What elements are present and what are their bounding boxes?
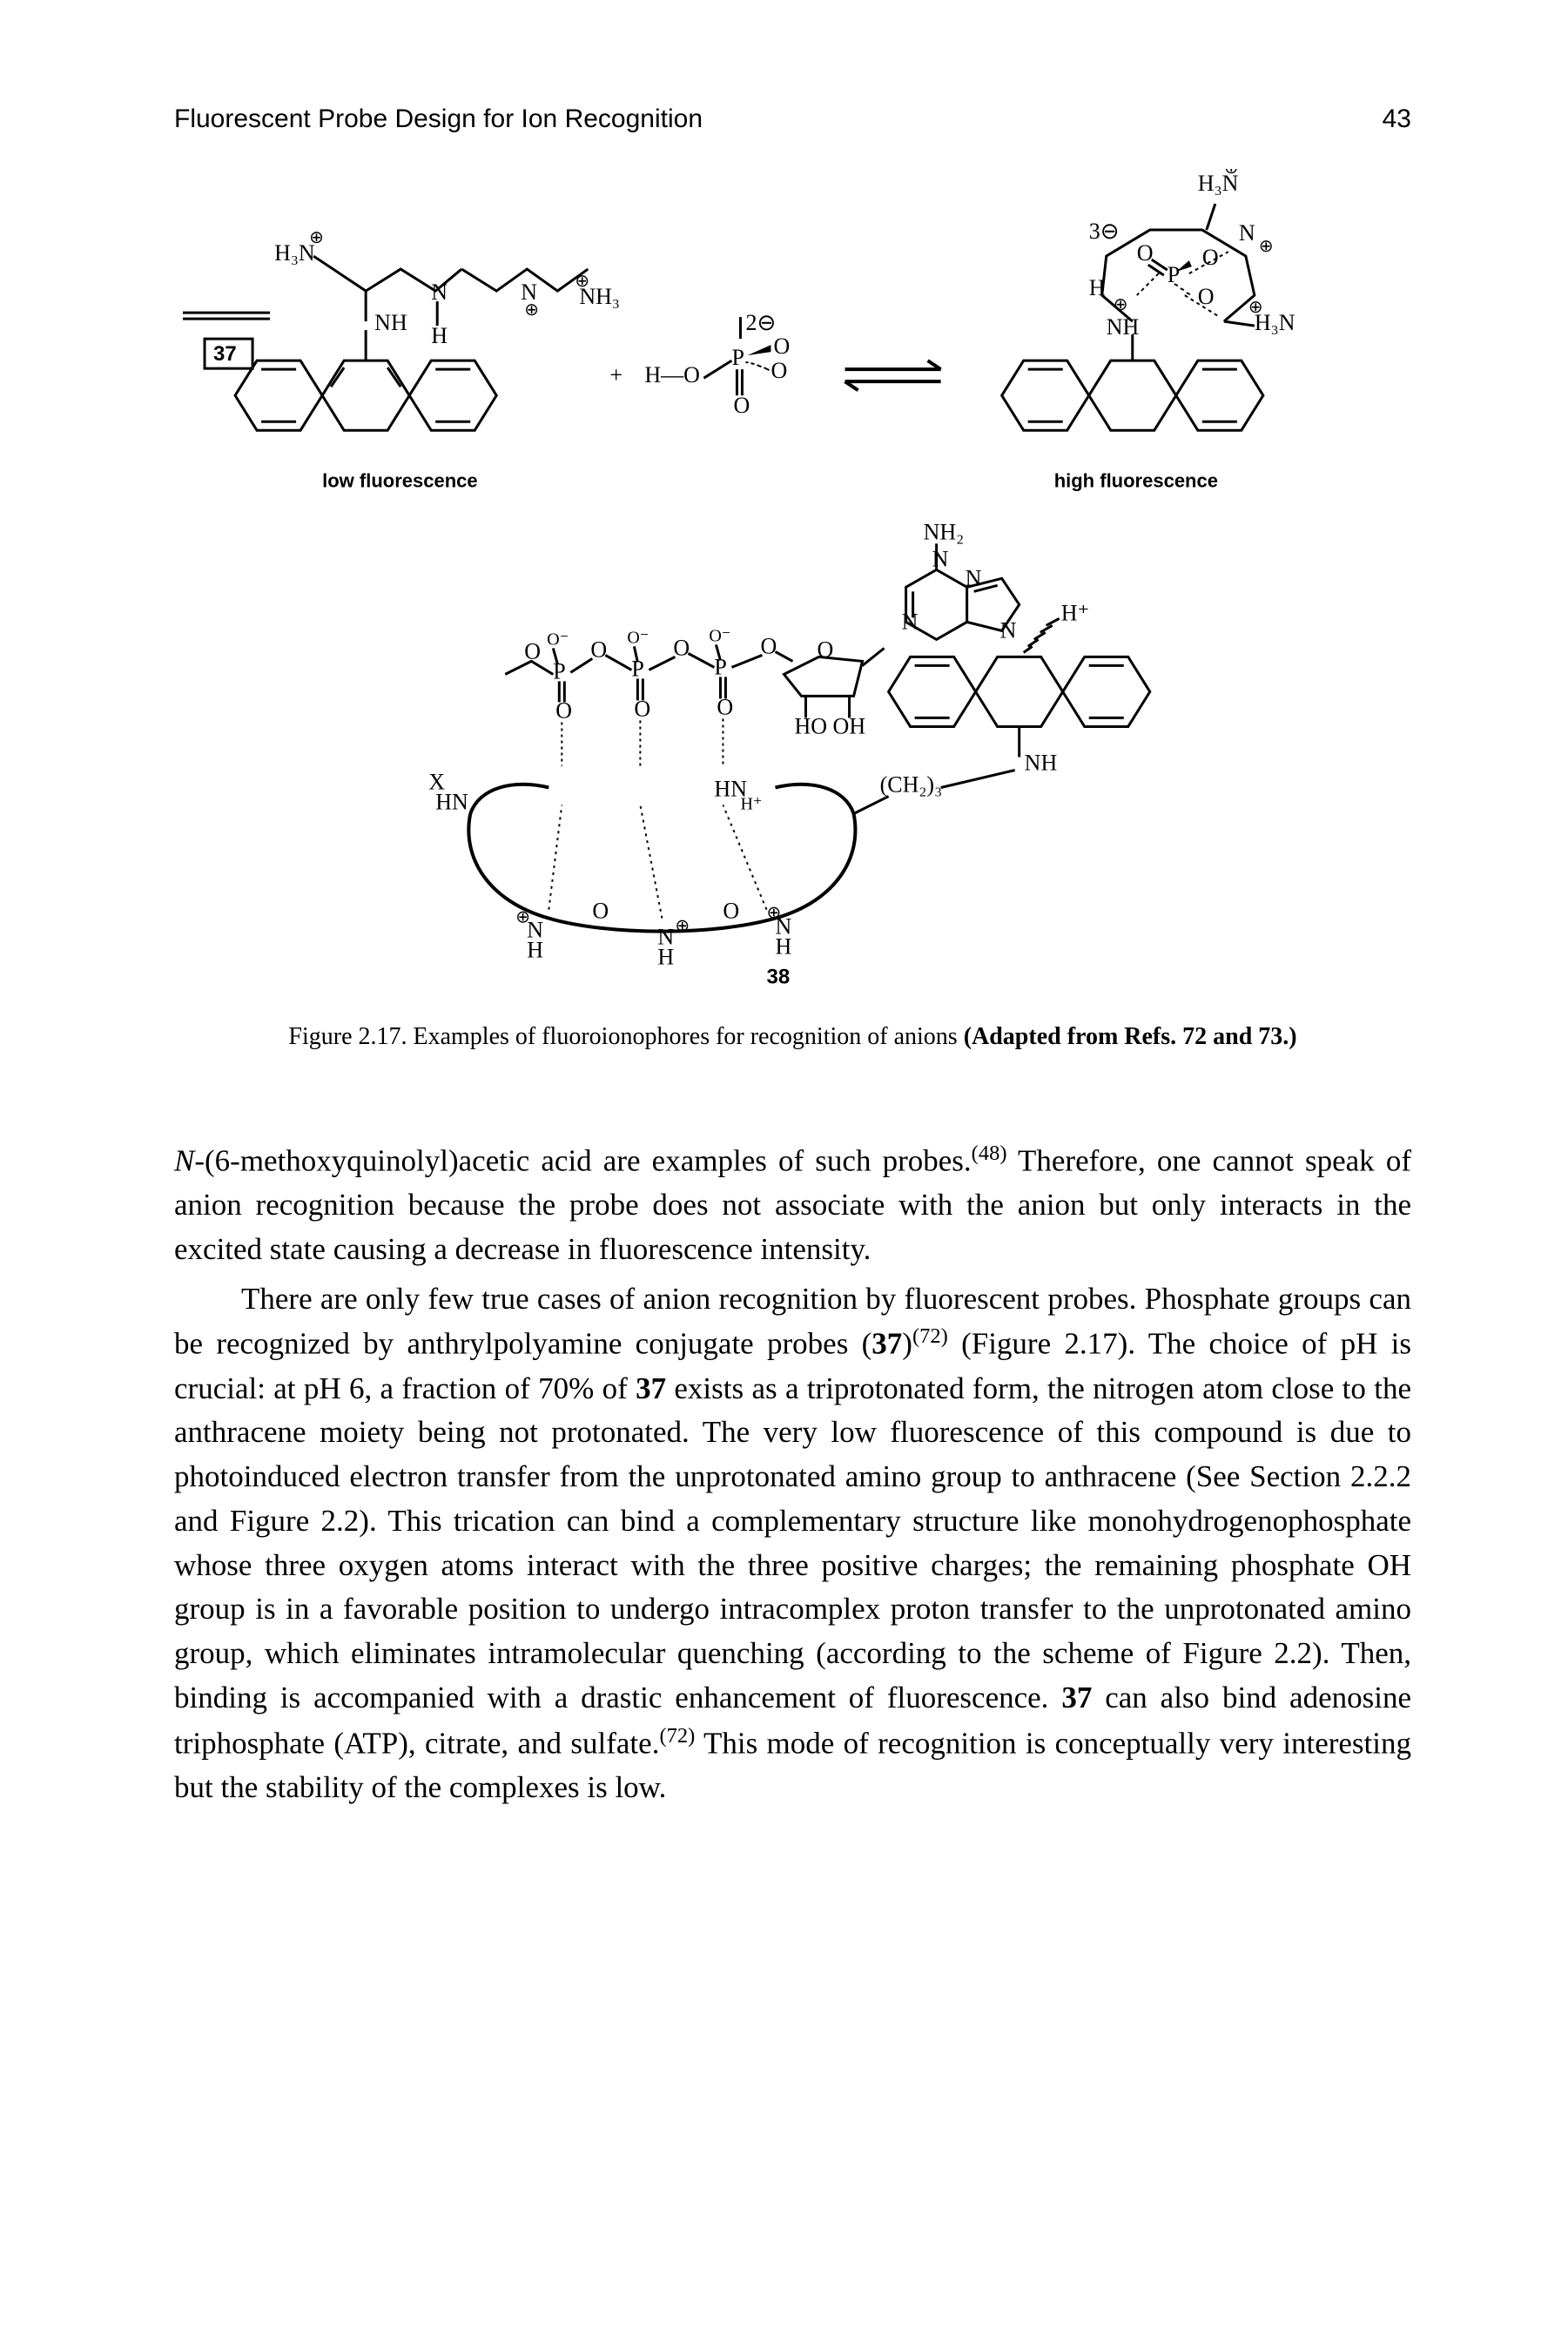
o-label-4: O (1137, 240, 1154, 266)
pos-3: ⊕ (575, 272, 589, 291)
p2-sup72: (72) (912, 1324, 948, 1348)
running-head: Fluorescent Probe Design for Ion Recogni… (174, 104, 1411, 134)
p2-37a: 37 (871, 1327, 902, 1361)
o-label-7: O (818, 637, 834, 662)
h-mc3: H (775, 934, 791, 960)
o-tp2: O (590, 637, 607, 662)
o-tp4: O (760, 633, 777, 658)
pos-mc3: ⊕ (766, 904, 781, 923)
pos-mc2: ⊕ (675, 917, 690, 936)
p1-lead-italic: N (174, 1143, 194, 1177)
o-label-6: O (1198, 284, 1215, 309)
p2-37b: 37 (636, 1371, 666, 1405)
o-tp2b: O (634, 696, 650, 721)
p1-lead-rest: -(6-methoxyquinolyl)acetic acid are exam… (194, 1143, 971, 1177)
o-label-3: O (733, 393, 750, 418)
pos-1: ⊕ (309, 228, 324, 247)
x-label: X (428, 769, 445, 794)
paragraph-2: There are only few true cases of anion r… (174, 1277, 1411, 1810)
compound-38-label: 38 (766, 966, 790, 989)
nh-label: NH (374, 310, 407, 335)
n-label-3: N (1239, 220, 1255, 246)
n-label-6: N (902, 609, 919, 634)
figure-caption: Figure 2.17. Examples of fluoroionophore… (174, 1023, 1411, 1051)
nh-label-2: NH (1107, 314, 1140, 340)
h-label-2: H (1089, 275, 1106, 300)
figure-2-17: .stk { stroke:#000; stroke-width:3; fill… (174, 169, 1411, 997)
o-tp3b: O (717, 694, 733, 719)
h-mc1: H (527, 938, 543, 963)
caption-bold: (Adapted from Refs. 72 and 73.) (964, 1023, 1297, 1050)
o-label-5: O (1202, 245, 1219, 270)
n-label-4: N (932, 546, 949, 571)
neg-1: O⁻ (547, 630, 569, 649)
caption-text: Figure 2.17. Examples of fluoroionophore… (288, 1023, 963, 1050)
high-fluorescence-label: high fluorescence (1054, 469, 1218, 491)
neg-3: O⁻ (709, 626, 730, 645)
h-label-1: H (431, 323, 448, 348)
page: Fluorescent Probe Design for Ion Recogni… (0, 0, 1568, 2351)
ho-oh-label: HO OH (795, 713, 866, 738)
h-mc2: H (657, 945, 674, 970)
charge-3minus: 3⊖ (1089, 219, 1120, 244)
n-label-5: N (966, 565, 982, 590)
page-number: 43 (1383, 104, 1411, 134)
pos-6: ⊕ (1248, 298, 1263, 317)
p-label-1: P (731, 345, 744, 370)
paragraph-1: N-(6-methoxyquinolyl)acetic acid are exa… (174, 1138, 1411, 1272)
o-tp1: O (524, 638, 541, 664)
p2-b: ) (902, 1327, 912, 1361)
pos-5: ⊕ (1259, 237, 1274, 256)
charge-2minus: 2⊖ (745, 310, 776, 335)
pos-mc1: ⊕ (515, 908, 530, 927)
p-tp1: P (553, 658, 565, 684)
nh2-label: NH₂ (924, 519, 965, 544)
p-label-2: P (1168, 262, 1180, 287)
running-title: Fluorescent Probe Design for Ion Recogni… (174, 104, 703, 134)
ch2-3-label: (CH₂)₃ (880, 771, 943, 797)
compound-37-label: 37 (213, 342, 237, 366)
p1-sup1: (48) (972, 1142, 1007, 1165)
o-label-1: O (773, 333, 790, 359)
plus-sign: + (609, 362, 622, 387)
o-mc2: O (723, 899, 739, 924)
ho-label: H—O (644, 362, 700, 387)
o-label-2: O (771, 358, 787, 383)
neg-2: O⁻ (627, 628, 649, 647)
chemistry-figure-svg: .stk { stroke:#000; stroke-width:3; fill… (174, 169, 1411, 997)
pos-4: ⊕ (1114, 295, 1128, 314)
p2-d: exists as a triprotonated form, the nitr… (174, 1371, 1411, 1714)
o-mc1: O (592, 899, 609, 924)
low-fluorescence-label: low fluorescence (322, 469, 478, 491)
o-tp3: O (673, 635, 690, 660)
hplus-label-1: H⁺ (1061, 600, 1090, 625)
p2-37c: 37 (1061, 1681, 1092, 1714)
o-tp1b: O (555, 697, 572, 723)
pos-2: ⊕ (524, 300, 539, 320)
pos-7: ⊕ (1224, 169, 1239, 178)
p2-sup72b: (72) (659, 1724, 695, 1748)
n-label-1: N (431, 280, 448, 305)
nh-label-3: NH (1025, 750, 1058, 775)
n-label-7: N (1000, 617, 1017, 643)
pos-mc4: H⁺ (740, 795, 762, 814)
